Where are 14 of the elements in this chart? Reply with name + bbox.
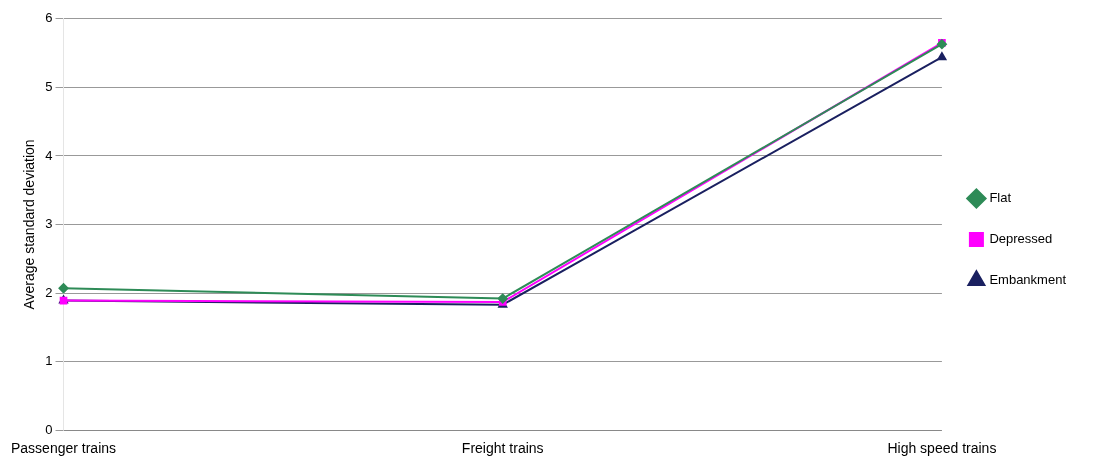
legend-label: Depressed <box>989 231 1053 247</box>
y-tick-label: 1 <box>45 353 53 369</box>
y-tick-label: 3 <box>45 216 53 232</box>
y-tick-label: 2 <box>45 284 53 300</box>
x-tick-label: Freight trains <box>461 440 544 457</box>
legend-label: Embankment <box>989 272 1067 288</box>
x-tick-label: High speed trains <box>887 440 997 457</box>
y-tick-label: 5 <box>45 78 53 94</box>
y-tick-label: 0 <box>45 421 53 437</box>
x-tick-label: Passenger trains <box>11 440 117 457</box>
legend-label: Flat <box>989 190 1012 206</box>
y-tick-label: 6 <box>45 10 53 26</box>
y-tick-label: 4 <box>45 147 53 163</box>
y-axis-title: Average standard deviation <box>20 139 37 310</box>
